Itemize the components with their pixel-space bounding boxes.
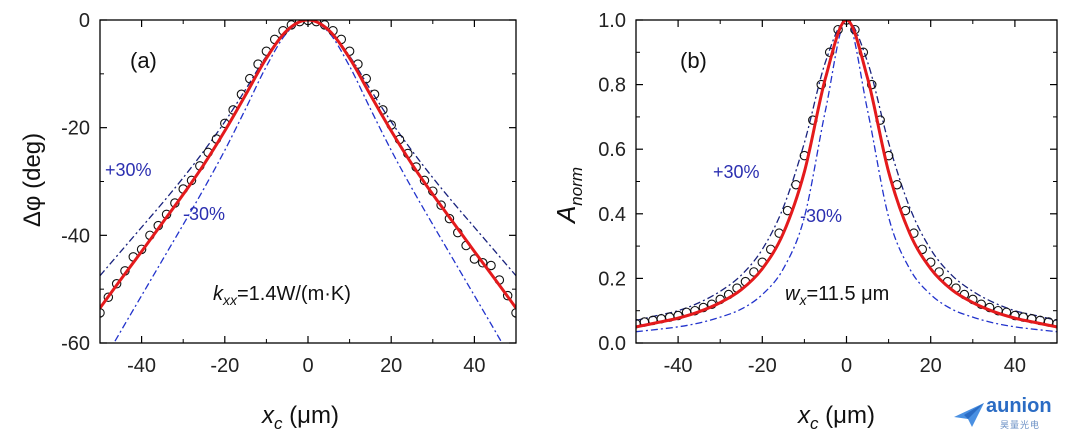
x-tick-label: 20: [920, 355, 942, 377]
fit-parameter-annotation: wx=11.5 μm: [785, 283, 889, 308]
data-point: [1052, 318, 1057, 329]
x-tick-label: 40: [463, 355, 485, 377]
company-logo: aunion 昊量光电: [952, 395, 1062, 435]
x-tick-label: 0: [302, 355, 313, 377]
data-point: [477, 258, 488, 268]
data-point: [486, 260, 496, 271]
y-tick-label: 0.6: [598, 139, 626, 161]
x-tick-label: -20: [748, 355, 777, 377]
x-tick-label: -40: [127, 355, 156, 377]
y-tick-label: -40: [61, 225, 90, 247]
fit-curve: [636, 20, 1057, 329]
data-point: [103, 292, 114, 302]
x-tick-label: 20: [380, 355, 402, 377]
data-point: [444, 213, 455, 224]
y-tick-label: -20: [61, 118, 90, 140]
panel-b: -40 -20 0 20 40 0.0 0.2 0.4 0.6 0.8 1.0 (b) +30% -30%…: [551, 10, 1058, 433]
plus30-label: +30%: [105, 160, 152, 180]
minus30-label: -30%: [800, 206, 842, 226]
data-point: [436, 200, 446, 210]
plus30-curve: [636, 20, 1057, 322]
x-tick-label: -40: [664, 355, 693, 377]
plus30-curve: [100, 20, 516, 277]
data-point: [111, 279, 122, 289]
y-tick-label: 0: [79, 10, 90, 32]
minus30-curve: [636, 20, 1057, 333]
minus30-curve: [113, 20, 503, 343]
y-tick-label: 0.2: [598, 268, 626, 290]
plot-area: [636, 20, 1057, 333]
logo-subtitle: 昊量光电: [1000, 421, 1041, 431]
fit-parameter-annotation: kxx=1.4W/(m·K): [213, 283, 351, 308]
y-tick-label: -60: [61, 333, 90, 355]
y-tick-label: 0.8: [598, 75, 626, 97]
y-axis-label: Δφ (deg): [19, 133, 46, 227]
y-tick-label: 0.4: [598, 204, 626, 226]
logo-text: aunion: [986, 395, 1052, 417]
panel-label: (a): [130, 48, 157, 73]
x-tick-label: 0: [841, 355, 852, 377]
plus30-label: +30%: [713, 162, 760, 182]
x-axis-label: xc (μm): [797, 402, 875, 433]
plot-area: [100, 20, 516, 343]
plane-icon: [954, 403, 984, 427]
y-tick-label: 0.0: [598, 333, 626, 355]
x-axis-label: xc (μm): [261, 402, 339, 433]
x-tick-label: 40: [1004, 355, 1026, 377]
data-point: [502, 290, 513, 301]
x-tick-label: -20: [210, 355, 239, 377]
y-tick-label: 1.0: [598, 10, 626, 32]
fit-curve: [100, 20, 516, 309]
panel-a: -40 -20 0 20 40 0 -20 -40 -60 (a) +30% -30% kxx=1.4W…: [19, 10, 517, 433]
minus30-label: -30%: [183, 204, 225, 224]
panel-label: (b): [680, 48, 707, 73]
y-axis-label: Anorm: [551, 167, 586, 225]
